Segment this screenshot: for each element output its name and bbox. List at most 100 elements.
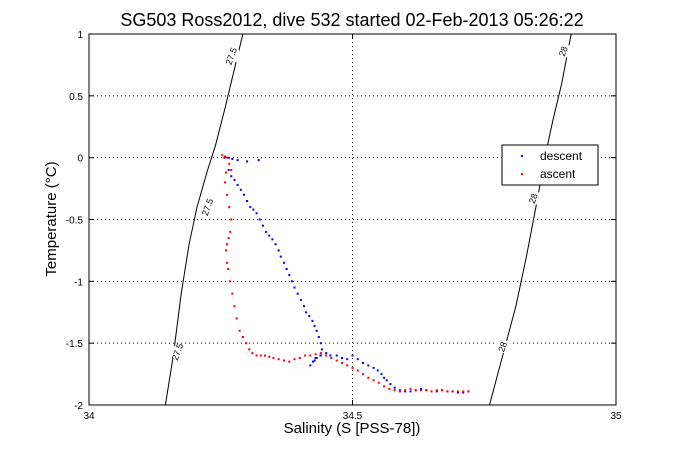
legend: descent ascent	[501, 144, 599, 186]
legend-box	[501, 144, 599, 186]
point-descent	[230, 175, 233, 178]
point-descent	[261, 224, 264, 227]
contour-label: 28	[527, 192, 540, 205]
point-ascent	[462, 390, 465, 393]
contour-label-bg	[169, 345, 186, 358]
point-ascent	[259, 354, 262, 357]
point-ascent	[293, 358, 296, 361]
point-ascent	[372, 379, 375, 382]
point-ascent	[225, 171, 227, 174]
point-descent	[356, 358, 359, 361]
point-ascent	[230, 169, 233, 171]
point-ascent	[304, 354, 307, 357]
contour-label-bg	[525, 192, 542, 205]
point-ascent	[456, 390, 459, 393]
x-tick-label: 35	[610, 411, 622, 422]
point-descent	[325, 352, 328, 355]
point-descent	[393, 386, 396, 389]
plot-area	[89, 34, 616, 405]
point-descent	[233, 178, 236, 181]
y-axis-label: Temperature (°C)	[43, 161, 60, 276]
point-ascent	[226, 193, 229, 196]
point-descent	[236, 183, 239, 186]
point-descent	[313, 324, 316, 327]
point-ascent	[229, 230, 232, 233]
point-ascent	[420, 389, 422, 392]
point-descent	[341, 357, 343, 359]
point-ascent	[226, 261, 229, 264]
point-descent	[313, 359, 316, 362]
point-ascent	[268, 355, 271, 358]
point-descent	[389, 383, 392, 385]
point-ascent	[441, 389, 444, 392]
point-ascent	[226, 243, 229, 246]
point-ascent	[238, 329, 241, 332]
point-ascent	[233, 305, 236, 308]
point-ascent	[245, 342, 247, 345]
point-descent	[420, 387, 422, 390]
point-ascent	[224, 181, 226, 184]
point-descent	[319, 354, 322, 357]
point-ascent	[451, 390, 454, 393]
point-ascent	[231, 292, 234, 295]
y-tick-label: 1	[77, 30, 83, 41]
contour-label: 28	[557, 45, 570, 58]
point-descent	[239, 188, 242, 191]
point-descent	[257, 159, 260, 162]
point-descent	[271, 238, 274, 241]
point-descent	[288, 274, 291, 277]
point-descent	[277, 249, 280, 252]
point-ascent	[225, 249, 227, 252]
point-ascent	[362, 373, 364, 376]
point-descent	[311, 319, 314, 322]
point-descent	[227, 169, 230, 171]
point-ascent	[404, 389, 407, 392]
point-ascent	[346, 364, 349, 367]
point-descent	[268, 234, 271, 237]
contour-label-bg	[555, 45, 572, 58]
point-descent	[435, 390, 438, 393]
contour-label-bg	[223, 50, 240, 63]
point-descent	[246, 200, 249, 202]
point-ascent	[367, 376, 370, 379]
point-ascent	[288, 360, 291, 363]
contour-line	[489, 33, 572, 406]
y-tick-label: 0	[77, 154, 83, 165]
x-tick-label: 34	[83, 411, 95, 422]
y-tick-label: -0.5	[66, 216, 84, 227]
point-descent	[317, 336, 320, 338]
point-descent	[383, 376, 386, 379]
x-tick-label: 34.5	[343, 411, 363, 422]
point-ascent	[335, 359, 338, 362]
point-ascent	[241, 336, 244, 338]
contour-label-bg	[199, 201, 216, 214]
point-ascent	[330, 357, 333, 359]
point-descent	[320, 348, 323, 351]
point-ascent	[264, 354, 266, 357]
point-ascent	[341, 362, 343, 364]
contour-label-bg	[494, 340, 511, 353]
point-descent	[315, 357, 318, 359]
point-ascent	[228, 206, 231, 209]
point-ascent	[230, 218, 233, 221]
point-descent	[362, 362, 364, 364]
point-descent	[258, 218, 261, 221]
y-axis-ticks: -2 -1.5 -1 -0.5 0 0.5 1	[66, 30, 616, 412]
contour-label: 28	[496, 340, 509, 353]
point-descent	[314, 357, 317, 359]
point-descent	[351, 354, 354, 357]
point-descent	[308, 315, 311, 317]
point-ascent	[248, 348, 251, 351]
point-descent	[404, 390, 407, 393]
point-descent	[252, 208, 255, 211]
point-ascent	[398, 390, 401, 393]
point-ascent	[272, 357, 275, 359]
legend-label-ascent: ascent	[540, 167, 576, 181]
point-ascent	[409, 387, 412, 390]
series-ascent	[221, 154, 470, 393]
point-descent	[305, 311, 308, 314]
point-descent	[223, 156, 226, 159]
point-descent	[409, 390, 412, 393]
point-descent	[329, 354, 332, 357]
